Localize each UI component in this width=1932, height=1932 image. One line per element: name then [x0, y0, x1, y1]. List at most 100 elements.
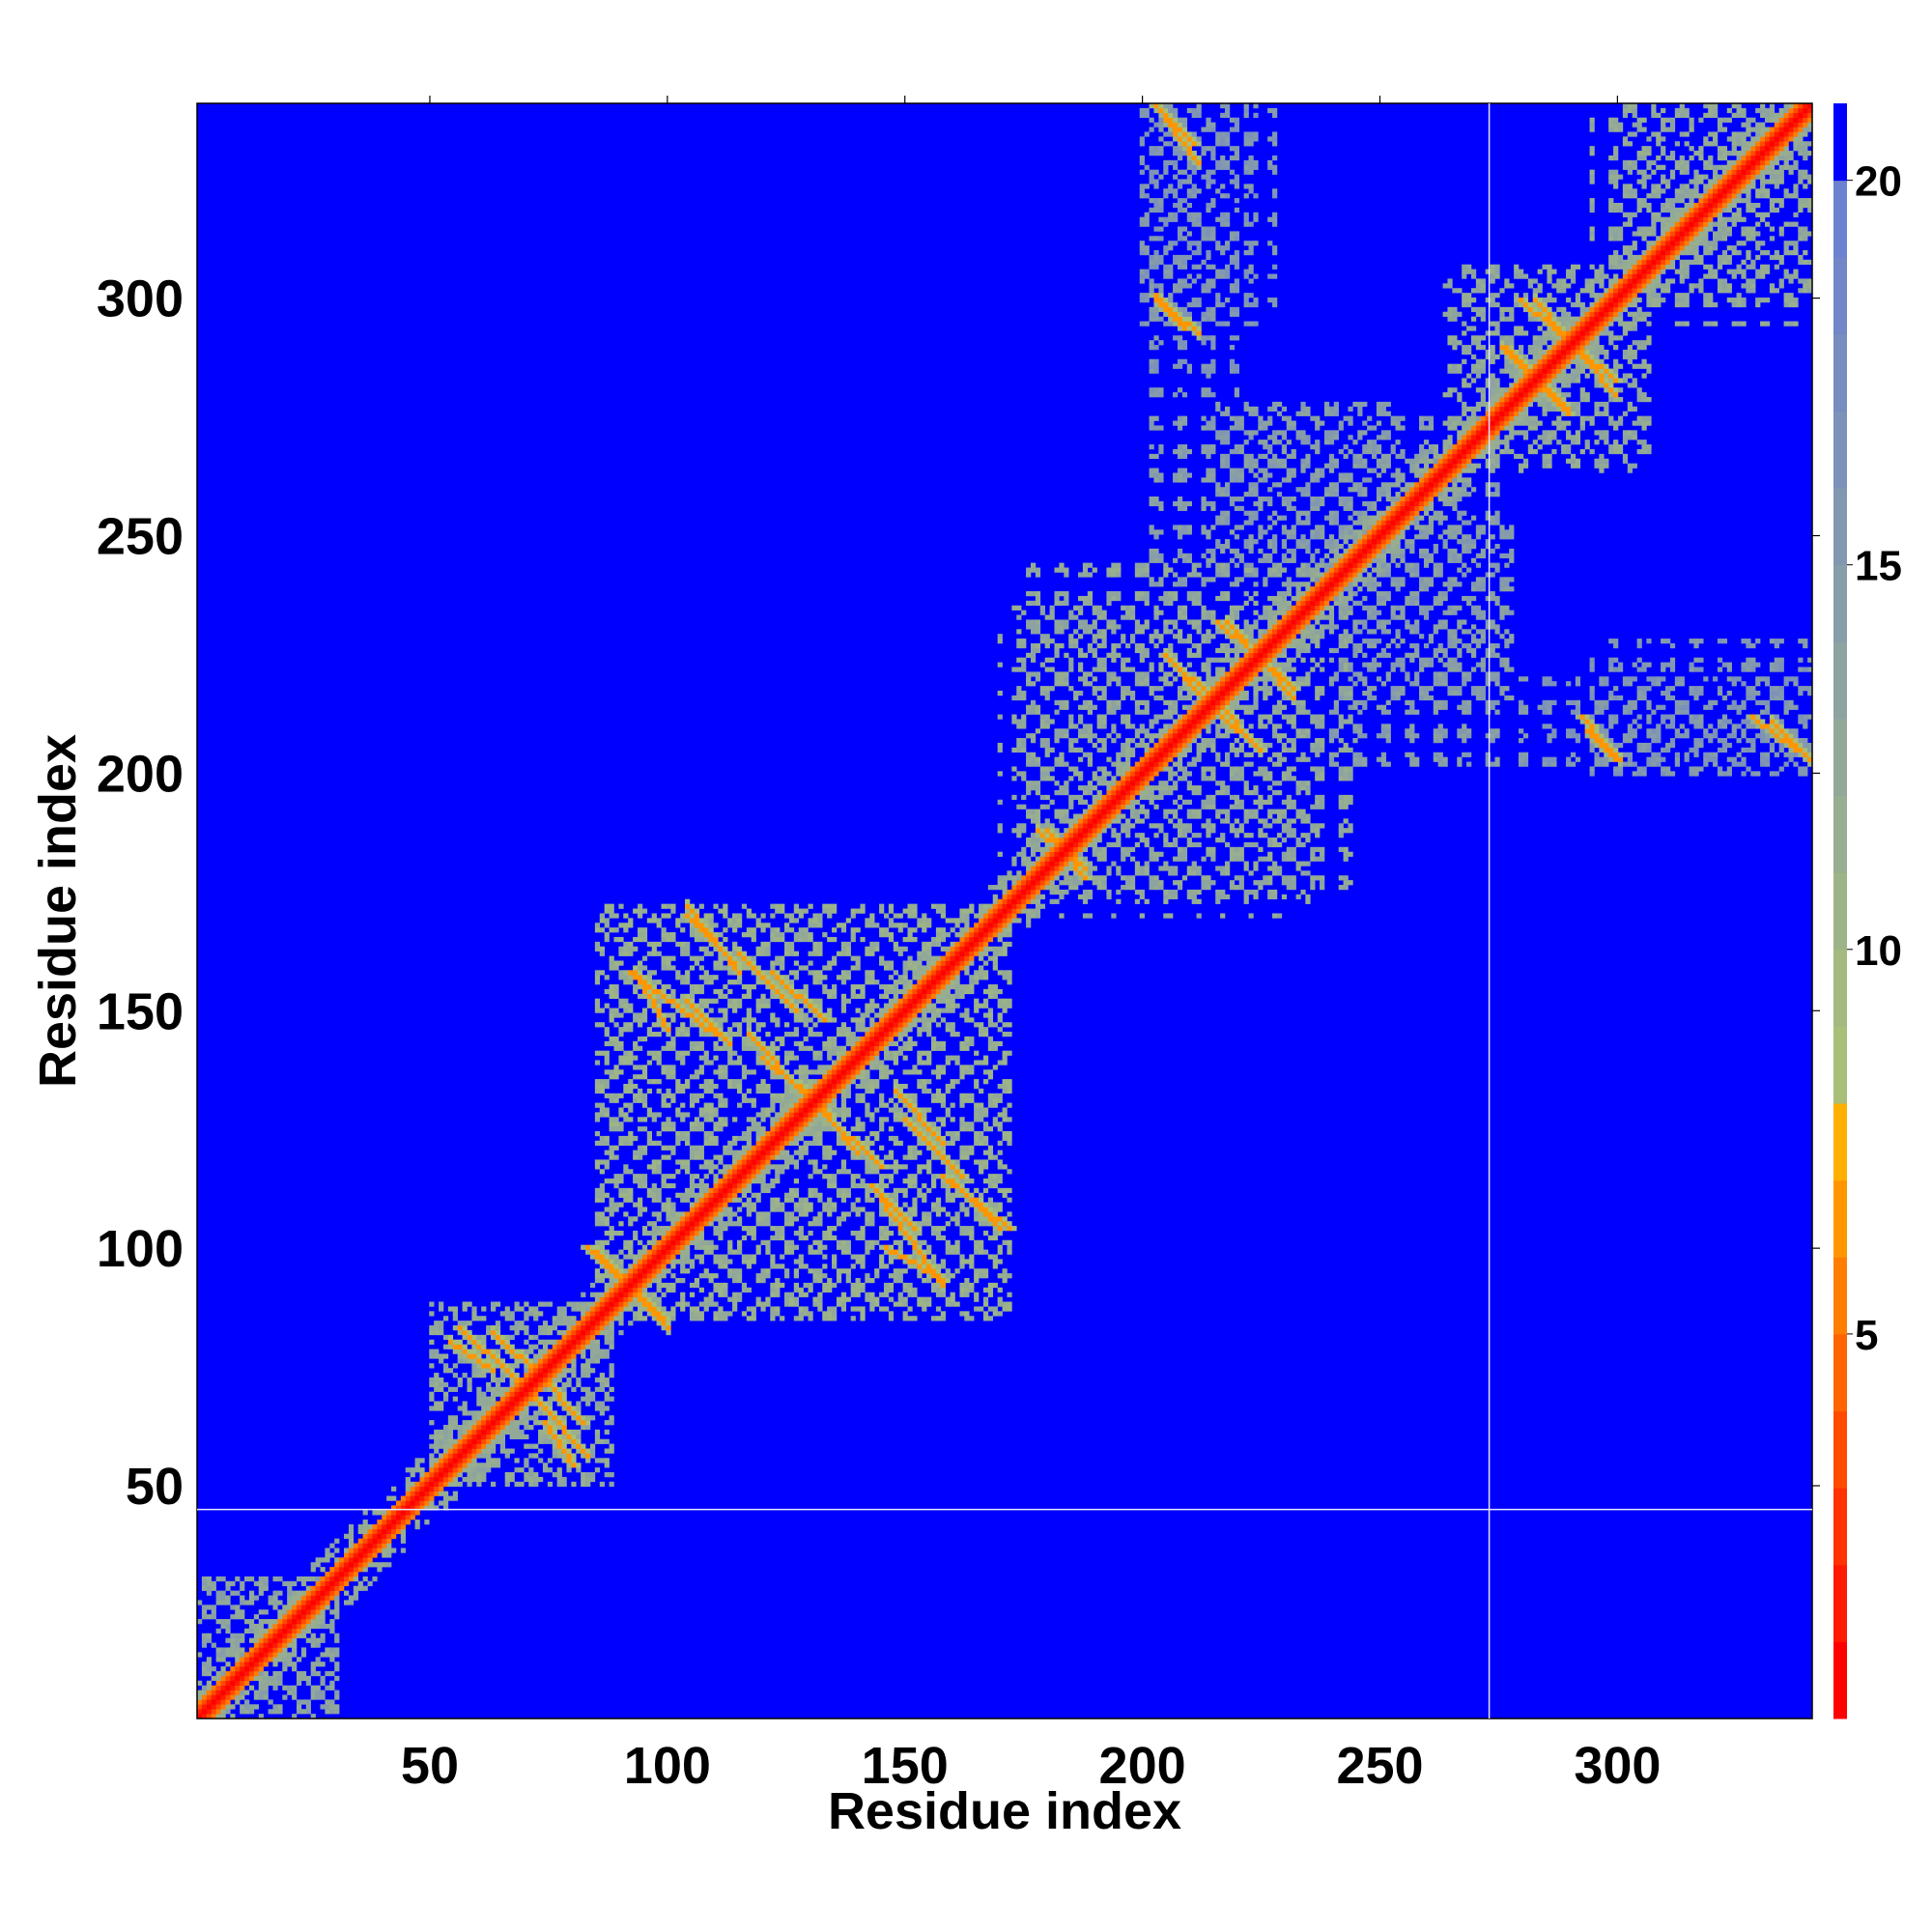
heatmap-cell: [974, 1102, 980, 1108]
heatmap-cell: [827, 1074, 833, 1080]
heatmap-cell: [675, 1135, 681, 1142]
heatmap-cell: [439, 1491, 444, 1496]
heatmap-cell: [845, 1169, 851, 1175]
heatmap-cell: [736, 1182, 743, 1189]
heatmap-cell: [248, 1704, 255, 1710]
heatmap-cell: [576, 1401, 582, 1406]
heatmap-cell: [1007, 1244, 1012, 1250]
heatmap-cell: [788, 1126, 795, 1132]
heatmap-cell: [713, 1135, 719, 1142]
heatmap-cell: [661, 1179, 667, 1184]
heatmap-cell: [329, 1704, 335, 1710]
heatmap-cell: [987, 1097, 994, 1103]
heatmap-cell: [751, 1097, 756, 1103]
heatmap-cell: [414, 1458, 420, 1463]
heatmap-cell: [727, 1145, 733, 1151]
heatmap-cell: [850, 1264, 856, 1269]
heatmap-cell: [992, 1040, 998, 1047]
heatmap-cell: [850, 988, 856, 995]
heatmap-cell: [457, 1353, 463, 1359]
heatmap-cell: [429, 1481, 435, 1488]
heatmap-cell: [230, 1580, 236, 1587]
heatmap-cell: [793, 993, 800, 1000]
heatmap-cell: [542, 1410, 549, 1416]
heatmap-cell: [945, 1278, 951, 1284]
heatmap-cell: [633, 1301, 639, 1307]
heatmap-cell: [822, 1112, 828, 1118]
heatmap-cell: [869, 1003, 875, 1009]
heatmap-cell: [670, 1259, 676, 1264]
heatmap-cell: [897, 1097, 903, 1103]
heatmap-cell: [760, 1050, 766, 1056]
heatmap-cell: [713, 1140, 719, 1147]
heatmap-cell: [803, 1140, 809, 1147]
heatmap-cell: [964, 1316, 970, 1321]
heatmap-cell: [798, 1083, 804, 1090]
heatmap-cell: [442, 1334, 449, 1341]
heatmap-cell: [604, 1003, 610, 1009]
heatmap-cell: [633, 1273, 639, 1279]
heatmap-cell: [400, 1538, 407, 1544]
heatmap-cell: [727, 1003, 733, 1009]
heatmap-cell: [775, 1179, 781, 1184]
heatmap-cell: [552, 1448, 557, 1454]
heatmap-cell: [552, 1349, 557, 1354]
heatmap-cell: [452, 1472, 458, 1478]
heatmap-cell: [670, 1316, 676, 1321]
heatmap-cell: [723, 1097, 728, 1103]
heatmap-cell: [746, 1159, 752, 1165]
heatmap-cell: [982, 988, 989, 995]
heatmap-cell: [855, 1140, 861, 1147]
heatmap-cell: [708, 1027, 714, 1033]
heatmap-cell: [623, 1296, 629, 1302]
heatmap-cell: [788, 1296, 795, 1302]
heatmap-cell: [457, 1377, 463, 1383]
heatmap-cell: [855, 1065, 861, 1070]
heatmap-cell: [670, 1074, 676, 1080]
heatmap-cell: [713, 1197, 719, 1203]
heatmap-cell: [552, 1425, 557, 1431]
heatmap-cell: [770, 1150, 776, 1155]
heatmap-cell: [452, 1438, 458, 1444]
heatmap-cell: [439, 1401, 444, 1406]
heatmap-cell: [992, 1259, 998, 1264]
heatmap-cell: [808, 1131, 813, 1137]
heatmap-cell: [888, 1032, 895, 1037]
heatmap-cell: [509, 1406, 515, 1411]
heatmap-cell: [727, 1268, 733, 1274]
heatmap-cell: [922, 1254, 927, 1260]
heatmap-cell: [698, 1126, 704, 1132]
heatmap-cell: [760, 1040, 766, 1047]
heatmap-cell: [292, 1595, 298, 1601]
heatmap-cell: [979, 1169, 984, 1175]
heatmap-cell: [997, 1017, 1003, 1023]
heatmap-cell: [940, 1316, 947, 1321]
heatmap-cell: [197, 1709, 203, 1715]
heatmap-cell: [922, 1296, 927, 1302]
heatmap-cell: [917, 1008, 923, 1013]
heatmap-cell: [969, 1150, 975, 1155]
heatmap-cell: [277, 1633, 283, 1638]
heatmap-cell: [855, 1060, 861, 1065]
heatmap-cell: [827, 1230, 833, 1236]
heatmap-cell: [874, 1159, 880, 1165]
heatmap-cell: [561, 1339, 567, 1345]
heatmap-cell: [240, 1637, 245, 1643]
heatmap-cell: [808, 1122, 813, 1127]
heatmap-cell: [770, 1069, 776, 1075]
heatmap-cell: [698, 1027, 704, 1033]
heatmap-cell: [945, 1179, 951, 1184]
heatmap-cell: [429, 1463, 435, 1468]
heatmap-cell: [893, 1221, 898, 1227]
heatmap-cell: [201, 1585, 208, 1591]
heatmap-cell: [604, 1316, 610, 1321]
heatmap-cell: [623, 1112, 629, 1118]
heatmap-cell: [713, 1112, 719, 1118]
heatmap-cell: [670, 1235, 676, 1241]
heatmap-cell: [277, 1680, 283, 1686]
heatmap-cell: [703, 1107, 709, 1113]
heatmap-cell: [576, 1448, 582, 1454]
heatmap-cell: [353, 1576, 359, 1582]
heatmap-cell: [641, 1244, 648, 1250]
heatmap-cell: [514, 1349, 520, 1354]
